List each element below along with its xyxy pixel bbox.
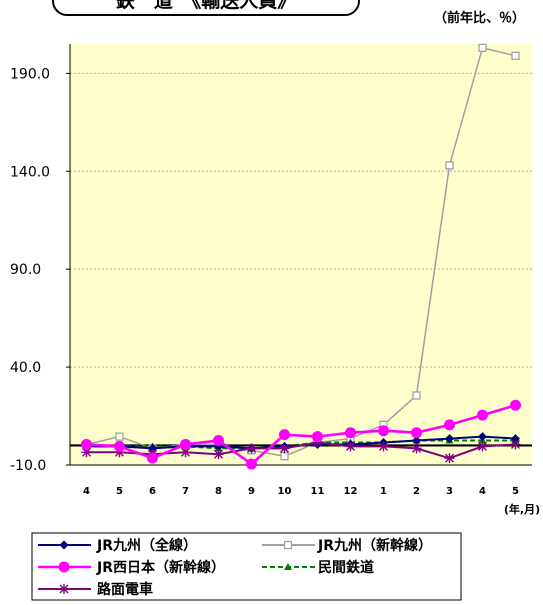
x-tick-label: 4 (83, 486, 90, 497)
x-tick-label: 4 (479, 486, 486, 497)
legend-label: 路面電車 (97, 581, 153, 598)
y-tick-label: 90.0 (10, 262, 41, 278)
square-marker (511, 51, 520, 60)
series-line (86, 404, 516, 466)
x-tick-label: 12 (344, 486, 358, 497)
x-tick-label: 5 (512, 486, 519, 497)
legend-label: 民間鉄道 (318, 559, 374, 576)
circle-marker (147, 452, 158, 464)
x-tick-label: 8 (215, 486, 222, 497)
x-tick-label: 6 (149, 486, 156, 497)
legend-entry: 民間鉄道 (262, 559, 374, 576)
legend-entry: 路面電車 (38, 581, 153, 598)
star-marker (378, 441, 389, 452)
star-marker (411, 443, 422, 454)
series-line (86, 441, 516, 460)
x-tick-label: 11 (311, 486, 325, 497)
circle-marker (279, 429, 290, 441)
diamond-marker (445, 434, 454, 444)
square-marker (412, 391, 421, 400)
circle-marker (58, 561, 70, 573)
circle-marker (477, 409, 488, 421)
star-marker (477, 441, 488, 452)
star-marker (213, 449, 224, 460)
x-tick-label: 3 (446, 486, 453, 497)
legend-label: JR西日本（新幹線） (96, 559, 225, 576)
star-marker (279, 443, 290, 454)
legend-label: JR九州（新幹線） (317, 537, 432, 554)
legend-label: JR九州（全線） (96, 537, 197, 554)
y-tick-label: 190.0 (10, 66, 50, 82)
legend-entry: JR九州（全線） (38, 537, 197, 554)
star-marker (59, 584, 69, 594)
x-tick-label: 5 (116, 486, 123, 497)
x-tick-label: 10 (278, 486, 292, 497)
circle-marker (246, 458, 257, 470)
x-tick-label: 1 (380, 486, 387, 497)
circle-marker (378, 425, 389, 437)
x-tick-label: 2 (413, 486, 420, 497)
y-tick-label: 140.0 (10, 164, 50, 180)
series-layer (81, 43, 521, 470)
x-tick-label: 9 (248, 486, 255, 497)
circle-marker (444, 419, 455, 431)
y-tick-label: 40.0 (10, 360, 41, 376)
square-marker (280, 452, 289, 461)
circle-marker (114, 440, 125, 452)
triangle-marker (284, 563, 292, 570)
square-marker (478, 43, 487, 53)
legend-frame (31, 532, 462, 601)
diamond-marker (412, 436, 421, 446)
header-title: 鉄 道 《輸送人員》 (115, 0, 297, 12)
legend-entry: JR九州（新幹線） (262, 537, 432, 554)
circle-marker (411, 427, 422, 439)
y-tick-label: -10.0 (10, 458, 46, 474)
circle-marker (213, 435, 224, 447)
star-marker (345, 441, 356, 452)
star-marker (510, 439, 521, 450)
square-marker (115, 432, 124, 441)
diamond-marker (511, 434, 520, 444)
diamond-marker (478, 432, 487, 442)
circle-marker (180, 438, 191, 450)
x-axis-unit-label: (年,月) (504, 502, 540, 516)
circle-marker (81, 438, 92, 450)
circle-marker (510, 399, 521, 411)
x-tick-label: 7 (182, 486, 189, 497)
square-marker (445, 161, 454, 170)
series-2 (81, 399, 521, 470)
circle-marker (312, 431, 323, 443)
circle-marker (345, 427, 356, 439)
diamond-marker (148, 443, 157, 453)
series-4 (81, 437, 521, 464)
legend-entry: JR西日本（新幹線） (38, 559, 225, 576)
plot-area (70, 44, 532, 465)
diamond-marker (59, 540, 69, 550)
star-marker (444, 453, 455, 464)
square-marker (283, 540, 293, 550)
unit-note: （前年比、％） (434, 11, 526, 26)
star-marker (246, 443, 257, 454)
